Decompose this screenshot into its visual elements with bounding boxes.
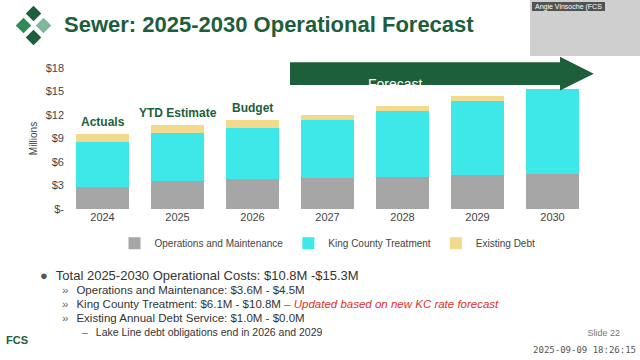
html-text:King County Treatment: $6.1M -: King County Treatment: $6.1M - $10.8M – … [76,298,499,310]
svg-text:Forecast: Forecast [368,76,423,92]
html-text:Total 2025-2030 Operational Co: Total 2025-2030 Operational Costs: $10.8… [55,268,359,283]
svg-text:$6: $6 [52,156,64,168]
html-text:Angie Vinsoche (FCS: Angie Vinsoche (FCS [535,3,602,10]
svg-text:2029: 2029 [465,211,489,223]
svg-text:$15: $15 [46,85,64,97]
html-text:Slide 22: Slide 22 [587,328,620,338]
svg-text:Existing Debt: Existing Debt [476,238,535,249]
html-text:Operations and Maintenance: $3: Operations and Maintenance: $3.6M - $4.5… [76,284,305,296]
html-text:Existing Annual Debt Service:: Existing Annual Debt Service: $1.0M - $0… [76,312,305,324]
svg-text:Budget: Budget [232,101,273,115]
svg-text:$18: $18 [46,62,64,74]
svg-text:2030: 2030 [540,211,564,223]
svg-text:$3: $3 [52,179,64,191]
svg-text:$9: $9 [52,132,64,144]
html-text:2025-09-09 18:26:15: 2025-09-09 18:26:15 [533,345,636,355]
svg-text:2025: 2025 [165,211,189,223]
svg-text:2024: 2024 [90,211,114,223]
svg-text:2027: 2027 [315,211,339,223]
svg-text:YTD Estimate: YTD Estimate [139,106,217,120]
svg-text:$12: $12 [46,109,64,121]
svg-text:2026: 2026 [240,211,264,223]
svg-text:King County Treatment: King County Treatment [328,238,430,249]
svg-text:Actuals: Actuals [81,115,125,129]
svg-text:$-: $- [54,203,64,215]
svg-text:2028: 2028 [390,211,414,223]
svg-text:Millions: Millions [28,122,39,155]
html-text:Lake Line debt obligations end: Lake Line debt obligations end in 2026 a… [95,326,323,338]
html-text:FCS: FCS [6,334,28,346]
html-text:Sewer: 2025-2030 Operational F: Sewer: 2025-2030 Operational Forecast [64,12,474,37]
svg-text:Operations and Maintenance: Operations and Maintenance [155,238,284,249]
